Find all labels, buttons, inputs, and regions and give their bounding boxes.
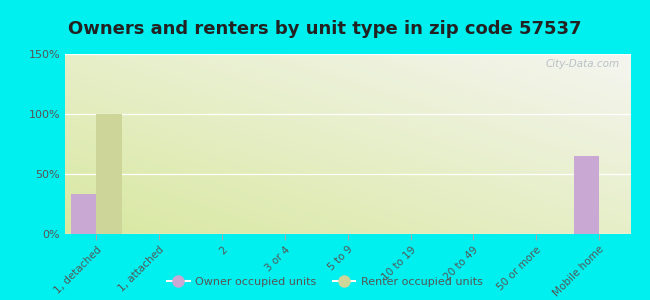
Bar	[72, 194, 96, 234]
Legend: Owner occupied units, Renter occupied units: Owner occupied units, Renter occupied un…	[163, 273, 487, 291]
Bar	[96, 114, 122, 234]
Text: City-Data.com: City-Data.com	[545, 59, 619, 69]
Bar	[574, 156, 599, 234]
Text: Owners and renters by unit type in zip code 57537: Owners and renters by unit type in zip c…	[68, 20, 582, 38]
